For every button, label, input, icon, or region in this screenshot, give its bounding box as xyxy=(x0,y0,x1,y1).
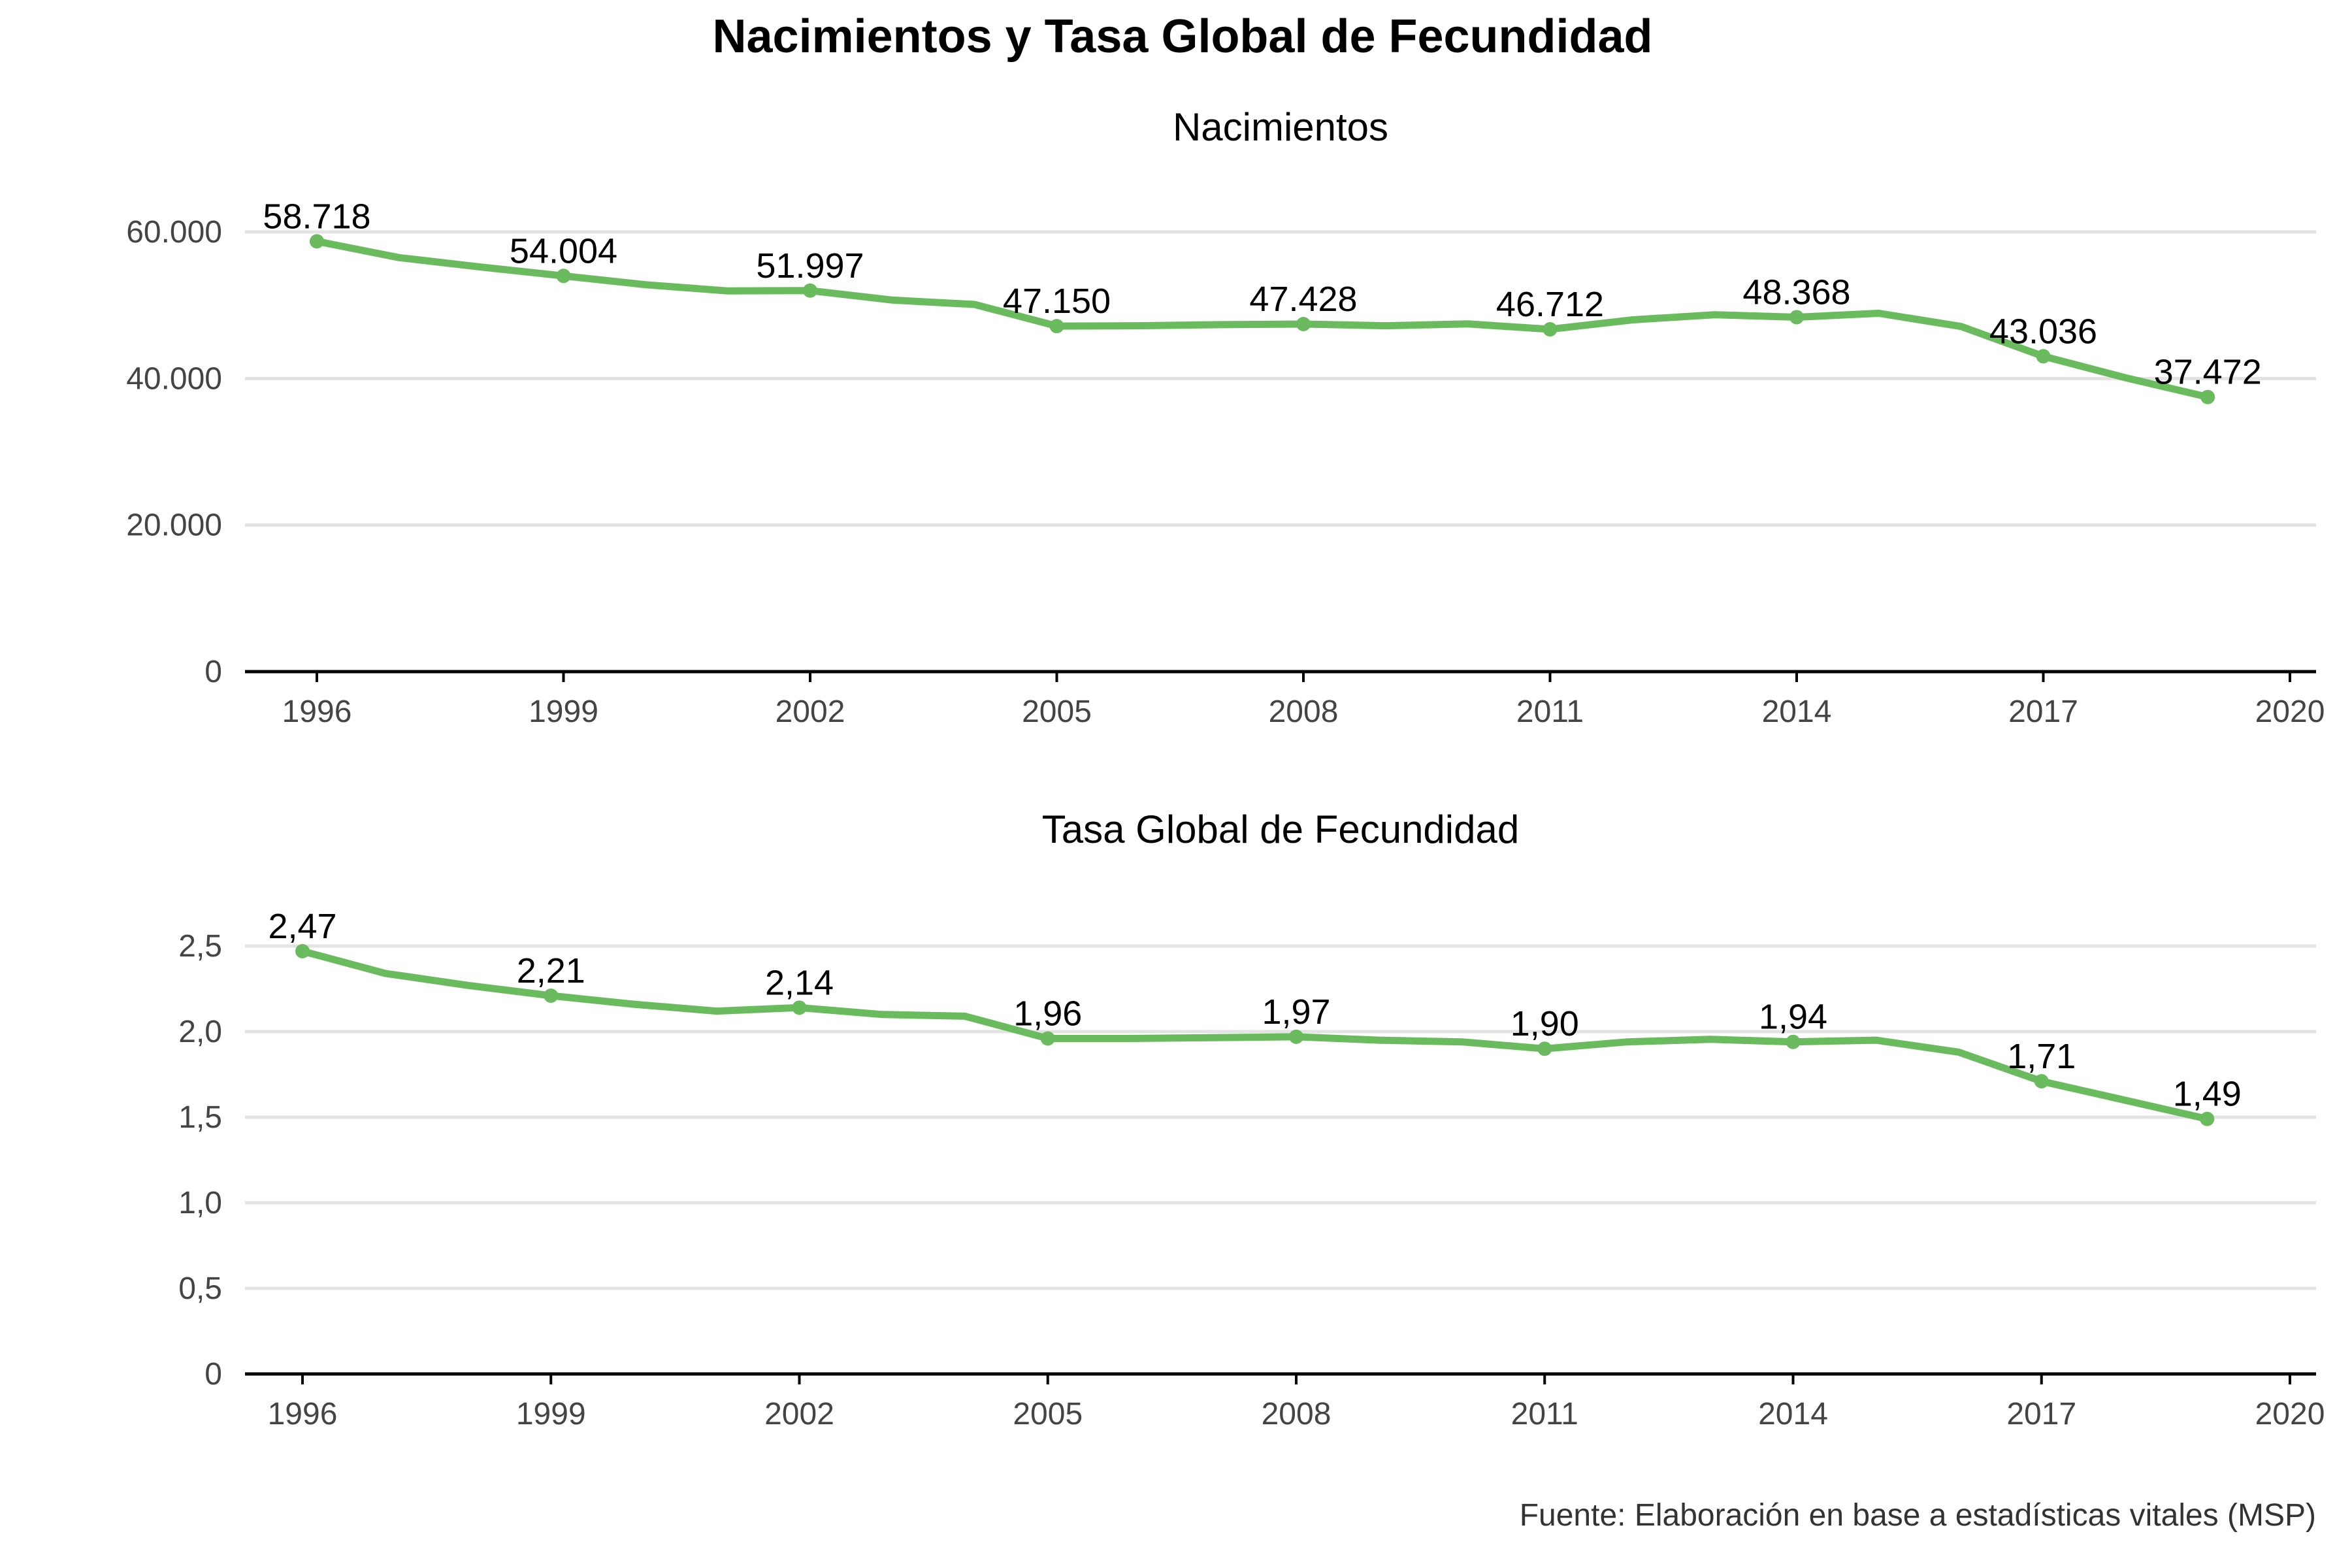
y-tick-label: 60.000 xyxy=(126,215,222,250)
panel-title-tasa-global-de-fecundidad: Tasa Global de Fecundidad xyxy=(1042,808,1520,851)
data-point-marker xyxy=(1049,319,1064,334)
y-tick-label: 0 xyxy=(204,655,222,689)
y-tick-label: 2,0 xyxy=(178,1015,222,1049)
data-point-marker xyxy=(2200,389,2215,404)
data-point-marker xyxy=(2034,1073,2049,1088)
chart-caption: Fuente: Elaboración en base a estadístic… xyxy=(1520,1498,2316,1533)
data-point-marker xyxy=(803,283,817,298)
data-point-marker xyxy=(544,988,559,1003)
data-label: 1,96 xyxy=(1013,994,1082,1033)
data-label: 1,71 xyxy=(2007,1037,2076,1076)
data-label: 1,90 xyxy=(1511,1004,1579,1043)
chart-title: Nacimientos y Tasa Global de Fecundidad xyxy=(712,10,1652,63)
x-tick-label: 2008 xyxy=(1269,694,1339,729)
x-tick-label: 2014 xyxy=(1758,1397,1828,1431)
data-point-marker xyxy=(310,234,324,249)
data-label: 54.004 xyxy=(510,231,617,270)
panel-nacimientos: Nacimientos 0 20.000 40.000 60.000 1996 1999 20… xyxy=(126,105,2325,729)
data-point-marker xyxy=(1543,322,1558,337)
x-tick-label: 2011 xyxy=(1516,694,1584,729)
data-point-marker xyxy=(792,1000,807,1015)
y-tick-label: 2,5 xyxy=(178,929,222,964)
data-point-marker xyxy=(1040,1031,1055,1046)
data-label: 51.997 xyxy=(756,246,864,286)
data-point-marker xyxy=(556,269,571,284)
data-point-marker xyxy=(1289,1029,1303,1044)
x-tick-label: 1996 xyxy=(268,1397,338,1431)
x-tick-label: 2017 xyxy=(2006,1397,2076,1431)
data-label: 1,49 xyxy=(2173,1075,2242,1114)
x-tick-label: 1999 xyxy=(516,1397,586,1431)
data-label: 2,47 xyxy=(268,907,336,946)
x-tick-label: 1999 xyxy=(529,694,598,729)
panel-tasa-global-de-fecundidad: Tasa Global de Fecundidad 0 0,5 1,0 1,5 2,0 2,… xyxy=(178,808,2325,1431)
x-tick-label: 2014 xyxy=(1762,694,1832,729)
data-point-marker xyxy=(1789,310,1804,325)
data-label: 48.368 xyxy=(1742,272,1850,312)
x-tick-label: 2017 xyxy=(2008,694,2078,729)
y-tick-label: 0,5 xyxy=(178,1271,222,1306)
data-label: 1,94 xyxy=(1759,998,1827,1037)
data-label: 46.712 xyxy=(1496,285,1604,324)
data-point-marker xyxy=(1786,1034,1801,1049)
data-point-marker xyxy=(2036,349,2051,364)
data-point-marker xyxy=(1537,1041,1552,1056)
x-tick-label: 2002 xyxy=(764,1397,834,1431)
x-tick-label: 2020 xyxy=(2255,1397,2325,1431)
data-label: 47.428 xyxy=(1249,280,1357,319)
x-tick-label: 2011 xyxy=(1511,1397,1578,1431)
y-tick-label: 0 xyxy=(204,1357,222,1392)
data-label: 1,97 xyxy=(1262,992,1330,1032)
x-tick-label: 2020 xyxy=(2255,694,2325,729)
y-tick-label: 40.000 xyxy=(126,361,222,396)
x-tick-label: 2005 xyxy=(1013,1397,1083,1431)
x-tick-label: 2005 xyxy=(1022,694,1092,729)
x-tick-label: 2002 xyxy=(776,694,845,729)
data-label: 37.472 xyxy=(2154,353,2262,392)
y-tick-label: 1,5 xyxy=(178,1100,222,1135)
x-tick-label: 1996 xyxy=(282,694,352,729)
data-point-marker xyxy=(1296,317,1311,332)
y-tick-label: 20.000 xyxy=(126,508,222,543)
x-tick-label: 2008 xyxy=(1262,1397,1331,1431)
y-tick-label: 1,0 xyxy=(178,1186,222,1220)
data-point-marker xyxy=(2200,1111,2215,1126)
data-point-marker xyxy=(295,943,310,958)
panel-title-nacimientos: Nacimientos xyxy=(1173,105,1388,149)
data-label: 2,14 xyxy=(765,963,834,1002)
data-label: 2,21 xyxy=(517,951,585,990)
data-label: 58.718 xyxy=(263,197,370,236)
series-line-nacimientos xyxy=(313,237,2212,401)
series-line-tasa-global-de-fecundidad xyxy=(299,947,2211,1123)
data-label: 43.036 xyxy=(1989,312,2097,351)
data-label: 47.150 xyxy=(1003,282,1111,321)
